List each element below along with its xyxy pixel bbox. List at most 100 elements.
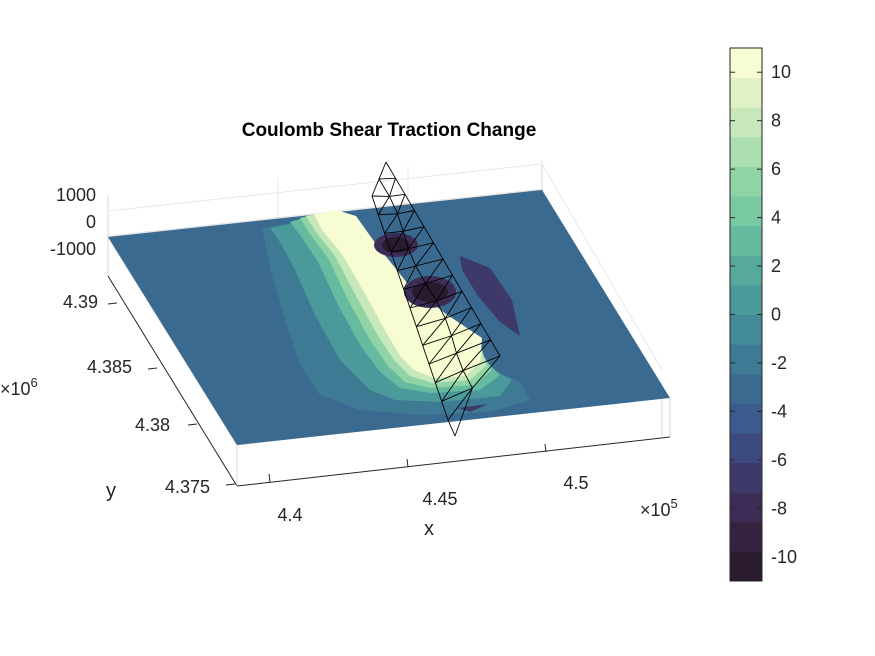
mesh-edge bbox=[423, 226, 434, 244]
mesh-edge bbox=[456, 353, 464, 371]
mesh-edge bbox=[397, 194, 406, 214]
mesh-edge bbox=[428, 335, 452, 365]
mesh-edge bbox=[403, 283, 426, 290]
mesh-edge bbox=[428, 352, 457, 365]
mesh-edge bbox=[451, 323, 482, 337]
mesh-edge bbox=[461, 291, 472, 308]
mesh-edge bbox=[441, 387, 473, 402]
colorbar-segment bbox=[730, 521, 762, 552]
mesh-edge bbox=[454, 387, 473, 437]
z-tick-label: 0 bbox=[86, 212, 96, 232]
colorbar-segment bbox=[730, 255, 762, 286]
colorbar-tick-label: -6 bbox=[771, 450, 787, 470]
mesh-edge bbox=[371, 178, 380, 197]
colorbar-tick-label: -10 bbox=[771, 547, 797, 567]
mesh-edge bbox=[414, 210, 425, 227]
mesh-edge bbox=[462, 370, 473, 389]
mesh-edge bbox=[396, 270, 405, 290]
mesh-edge bbox=[452, 274, 463, 292]
y-exponent-base: ×10 bbox=[0, 379, 31, 399]
colorbar-segment bbox=[730, 314, 762, 345]
mesh-edge bbox=[390, 251, 398, 271]
mesh-edge bbox=[384, 233, 392, 253]
mesh-edge bbox=[403, 226, 425, 232]
mesh-edge bbox=[384, 230, 404, 234]
colorbar-tick-label: 2 bbox=[771, 256, 781, 276]
mesh-edge bbox=[451, 307, 472, 337]
colorbar: -10 -8 -6 -4 -2 0 2 4 6 8 10 bbox=[729, 47, 797, 582]
mesh-edge bbox=[371, 195, 379, 215]
mesh-edge bbox=[378, 178, 390, 197]
colorbar-segment bbox=[730, 432, 762, 464]
mesh-edge bbox=[415, 265, 427, 284]
mesh-edge bbox=[425, 274, 453, 284]
z-tick-label: -1000 bbox=[50, 239, 96, 259]
mesh-edge bbox=[397, 265, 416, 272]
x-exponent-base: ×10 bbox=[640, 500, 671, 520]
mesh-edge bbox=[389, 196, 398, 215]
mesh-edge bbox=[462, 339, 491, 371]
mesh-edge bbox=[434, 352, 457, 383]
x-axis: 4.4 4.45 4.5 x ×105 bbox=[236, 398, 678, 540]
mesh-edge bbox=[396, 248, 409, 271]
mesh-edge bbox=[377, 196, 390, 215]
mesh-edge bbox=[433, 242, 444, 260]
mesh-edge bbox=[462, 355, 501, 372]
mesh-edge bbox=[480, 323, 491, 341]
mesh-edge bbox=[389, 178, 396, 197]
negative-lobes bbox=[374, 233, 520, 412]
mesh-edge bbox=[415, 242, 434, 267]
z-tick-label: 1000 bbox=[56, 185, 96, 205]
mesh-edge bbox=[409, 283, 427, 309]
x-tick-label: 4.45 bbox=[422, 489, 457, 509]
z-axis: 1000 0 -1000 bbox=[50, 185, 96, 259]
chart-title: Coulomb Shear Traction Change bbox=[242, 120, 537, 141]
mesh-edge bbox=[415, 300, 437, 327]
mesh-edge bbox=[441, 370, 464, 402]
mesh-edge bbox=[408, 226, 425, 249]
y-tick-label: 4.39 bbox=[63, 292, 98, 312]
fault-mesh bbox=[371, 161, 501, 437]
mesh-edge bbox=[407, 248, 417, 267]
mesh-edge bbox=[436, 274, 453, 302]
colorbar-segment bbox=[730, 225, 762, 256]
colorbar-tick-label: 0 bbox=[771, 305, 781, 325]
colorbar-segment bbox=[730, 462, 762, 493]
mesh-edge bbox=[471, 307, 482, 324]
mesh-edge bbox=[436, 290, 463, 302]
mesh-edge bbox=[384, 213, 398, 234]
colorbar-tick-label: -2 bbox=[771, 353, 787, 373]
colorbar-tick-label: 8 bbox=[771, 111, 781, 131]
mesh-edge bbox=[435, 300, 446, 319]
mesh-edge bbox=[422, 345, 430, 365]
mesh-edge bbox=[385, 161, 396, 179]
x-axis-label: x bbox=[424, 518, 434, 540]
mesh-edge bbox=[390, 231, 404, 253]
mesh-edge bbox=[378, 177, 396, 180]
x-tick-label: 4.4 bbox=[277, 505, 302, 525]
mesh-edge bbox=[408, 242, 434, 250]
mesh-edge bbox=[377, 214, 386, 234]
mesh-edge bbox=[425, 258, 444, 284]
mesh-edge bbox=[409, 300, 437, 309]
mesh-edge bbox=[402, 210, 415, 232]
mesh-edge bbox=[490, 339, 501, 357]
mesh-edge bbox=[389, 193, 406, 197]
mesh-edge bbox=[444, 291, 463, 319]
colorbar-tick-label: -4 bbox=[771, 401, 787, 421]
mesh-edge bbox=[378, 161, 387, 180]
mesh-edge bbox=[472, 355, 501, 389]
mesh-edge bbox=[425, 283, 437, 302]
mesh-edge bbox=[445, 307, 472, 319]
mesh-edge bbox=[397, 213, 404, 232]
colorbar-segment bbox=[730, 136, 762, 167]
x-exponent-power: 5 bbox=[671, 496, 678, 511]
mesh-edge bbox=[447, 419, 456, 437]
x-exponent: ×105 bbox=[640, 496, 678, 520]
y-tick-label: 4.385 bbox=[87, 357, 132, 377]
mesh-edge bbox=[403, 289, 411, 309]
mesh-edge bbox=[409, 307, 417, 327]
y-axis: 4.39 4.385 4.38 4.375 y ×106 bbox=[0, 275, 238, 502]
colorbar-segment bbox=[730, 492, 762, 523]
